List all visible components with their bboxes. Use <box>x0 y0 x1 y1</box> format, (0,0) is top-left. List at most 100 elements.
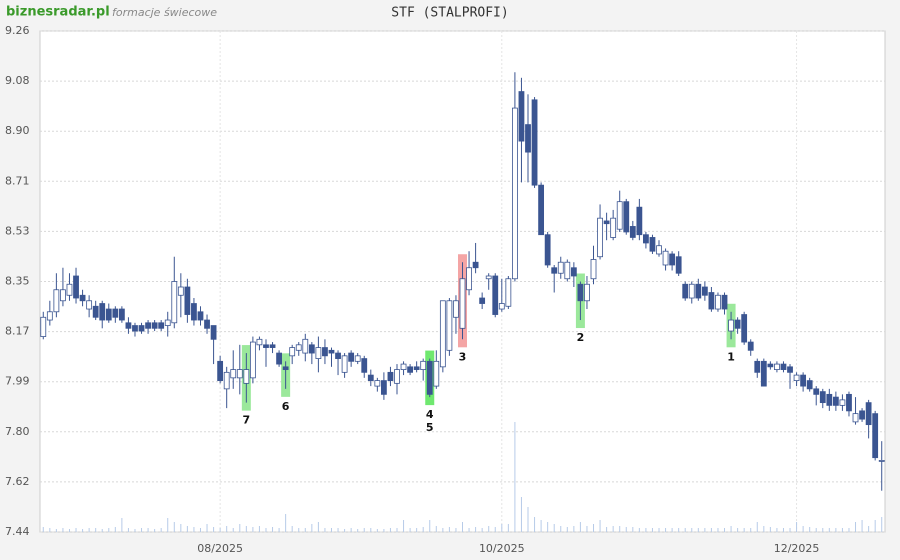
candle-body <box>603 220 610 225</box>
candle-body <box>774 363 780 370</box>
candle-body <box>197 311 204 321</box>
candle-body <box>505 278 512 307</box>
pattern-label: 1 <box>727 350 735 363</box>
candle-body <box>636 206 643 236</box>
volume-bar <box>782 528 784 532</box>
volume-bar <box>114 527 116 532</box>
candle-body <box>145 322 151 329</box>
candle-body <box>138 325 145 332</box>
volume-bar <box>697 528 699 532</box>
volume-bar <box>147 528 149 532</box>
candle-body <box>459 278 466 329</box>
candle-body <box>780 363 787 370</box>
candle-body <box>236 369 243 379</box>
candle-body <box>341 355 348 373</box>
volume-bar <box>370 528 372 532</box>
volume-bar <box>501 524 503 532</box>
volume-bar <box>403 520 405 532</box>
volume-bar <box>475 527 477 532</box>
candle-body <box>60 289 66 302</box>
x-tick-label: 10/2025 <box>479 542 525 555</box>
volume-bar <box>632 527 634 532</box>
volume-bar <box>350 528 352 532</box>
volume-bar <box>678 528 680 532</box>
candle-body <box>708 292 715 310</box>
candle-body <box>649 237 656 252</box>
candle-body <box>177 286 184 296</box>
candle-body <box>839 399 846 406</box>
volume-bar <box>540 520 542 532</box>
y-tick-label: 8.90 <box>5 124 30 137</box>
candle-body <box>865 402 872 426</box>
candle-body <box>171 281 178 324</box>
candle-body <box>151 322 158 329</box>
volume-bar <box>560 526 562 532</box>
candle-body <box>695 283 702 299</box>
pattern-label: 4 <box>426 408 434 421</box>
candle-body <box>184 286 191 315</box>
candle-body <box>878 460 885 462</box>
candle-body <box>204 319 210 329</box>
volume-bar <box>599 520 601 532</box>
y-tick-label: 9.26 <box>5 24 30 37</box>
candle-body <box>701 286 708 296</box>
volume-bar <box>324 528 326 532</box>
volume-bar <box>213 527 215 532</box>
volume-bar <box>494 527 496 532</box>
chart-title: STF (STALPROFI) <box>391 6 508 21</box>
candle-body <box>688 283 695 299</box>
candle-body <box>485 275 492 280</box>
volume-bar <box>684 528 686 532</box>
y-tick-label: 8.53 <box>5 224 30 237</box>
volume-bar <box>822 528 824 532</box>
y-tick-label: 8.35 <box>5 275 30 288</box>
candle-body <box>564 261 571 280</box>
candle-body <box>112 308 119 318</box>
pattern-label: 2 <box>577 331 585 344</box>
x-tick-label: 12/2025 <box>774 542 820 555</box>
candle-body <box>73 275 79 299</box>
candle-body <box>86 300 93 310</box>
candle-body <box>263 344 269 348</box>
volume-bar <box>317 522 319 532</box>
pattern-label: 7 <box>243 414 251 427</box>
volume-bar <box>750 528 752 532</box>
volume-bar <box>547 522 549 532</box>
candle-body <box>132 325 138 332</box>
volume-bar <box>671 528 673 532</box>
candle-body <box>164 319 171 326</box>
volume-bar <box>710 528 712 532</box>
volume-bar <box>488 526 490 532</box>
candle-body <box>328 349 335 354</box>
volume-bar <box>455 528 457 532</box>
volume-bar <box>566 527 568 532</box>
candle-body <box>53 289 60 313</box>
volume-bar <box>68 529 70 532</box>
y-tick-label: 7.99 <box>5 375 30 388</box>
candle-body <box>734 319 741 329</box>
volume-bar <box>763 526 765 532</box>
volume-bar <box>553 524 555 532</box>
candle-body <box>472 261 479 269</box>
candle-body <box>760 360 767 387</box>
brand: biznesradar.pl <box>6 5 110 20</box>
volume-bar <box>717 528 719 532</box>
candle-body <box>669 253 676 266</box>
candle-body <box>832 396 839 406</box>
y-tick-label: 8.17 <box>5 325 30 338</box>
candle-body <box>846 393 852 412</box>
volume-bar <box>416 528 418 532</box>
volume-bar <box>861 520 863 532</box>
volume-bar <box>874 520 876 532</box>
volume-bar <box>173 522 175 532</box>
x-tick-label: 08/2025 <box>197 542 243 555</box>
y-tick-label: 8.71 <box>5 174 30 187</box>
candle-body <box>590 259 597 280</box>
candle-body <box>92 305 99 318</box>
volume-bar <box>186 526 188 532</box>
candle-body <box>433 360 440 387</box>
volume-bar <box>612 526 614 532</box>
y-tick-label: 9.08 <box>5 74 30 87</box>
volume-bar <box>291 526 293 532</box>
volume-bar <box>252 527 254 532</box>
